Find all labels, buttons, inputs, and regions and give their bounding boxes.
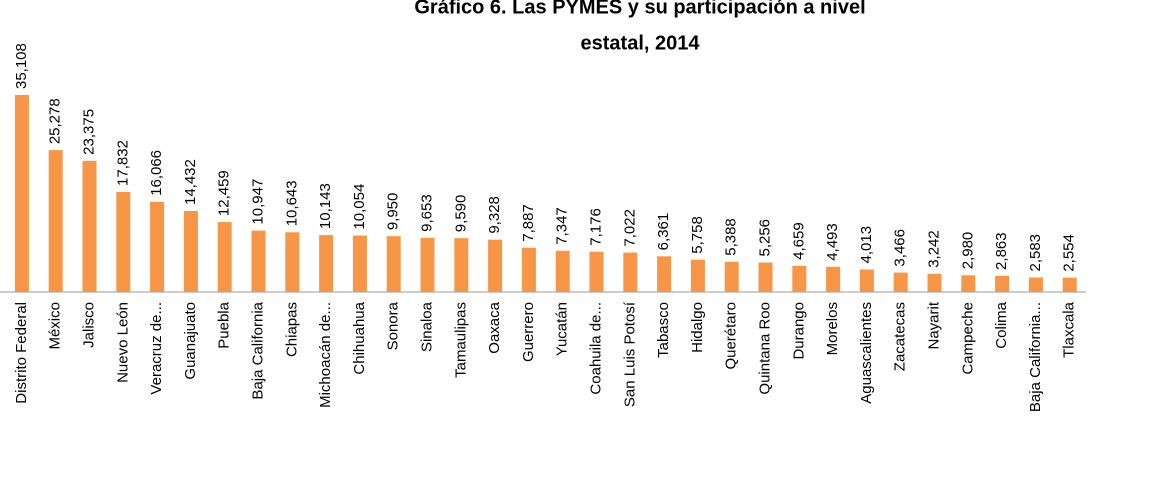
x-tick-label: Nuevo León	[114, 302, 131, 383]
x-tick-label: Chihuahua	[351, 301, 368, 374]
x-tick-label: Veracruz de...	[148, 302, 165, 395]
bar	[724, 261, 739, 292]
bar	[792, 265, 807, 292]
value-label: 10,054	[351, 184, 368, 230]
x-tick-label: Coahuila de...	[587, 302, 604, 395]
bar	[251, 230, 266, 292]
x-tick-label: Sonora	[385, 301, 402, 350]
value-label: 14,432	[182, 159, 199, 205]
value-label: 10,643	[283, 180, 300, 226]
x-tick-label: San Luis Potosí	[621, 301, 638, 407]
value-label: 10,947	[249, 179, 266, 225]
chart-title: Gráfico 6. Las PYMES y su participación …	[414, 0, 865, 18]
x-tick-label: México	[47, 302, 64, 350]
bar	[454, 238, 469, 292]
value-label: 3,466	[892, 229, 909, 267]
bar	[995, 275, 1010, 292]
x-tick-label: Quintana Roo	[756, 302, 773, 395]
x-tick-label: Durango	[790, 302, 807, 360]
x-tick-label: Nayarit	[925, 301, 942, 349]
bar	[352, 235, 367, 292]
bar	[1062, 277, 1077, 292]
value-label: 17,832	[114, 140, 131, 186]
value-label: 9,590	[452, 195, 469, 233]
value-label: 10,143	[317, 183, 334, 229]
bar	[555, 250, 570, 292]
bar	[319, 235, 334, 292]
x-tick-label: Sinaloa	[418, 301, 435, 352]
value-label: 9,328	[486, 196, 503, 234]
x-tick-label: Campeche	[959, 302, 976, 375]
bar	[217, 222, 232, 292]
value-label: 7,347	[554, 207, 571, 245]
value-label: 25,278	[47, 98, 64, 144]
x-tick-label: Hidalgo	[689, 302, 706, 353]
bar	[859, 269, 874, 292]
chart-title: estatal, 2014	[581, 32, 701, 54]
x-tick-label: Querétaro	[723, 302, 740, 370]
bar	[521, 247, 536, 292]
value-label: 7,022	[621, 209, 638, 247]
value-label: 2,554	[1061, 234, 1078, 272]
value-label: 2,980	[959, 232, 976, 270]
bar	[589, 251, 604, 292]
x-tick-label: Yucatán	[554, 302, 571, 356]
value-label: 4,659	[790, 222, 807, 260]
x-tick-label: Zacatecas	[892, 302, 909, 371]
x-tick-label: Tlaxcala	[1061, 301, 1078, 358]
value-label: 3,242	[925, 230, 942, 268]
x-tick-label: Morelos	[824, 302, 841, 355]
bar	[420, 237, 435, 292]
bar	[657, 256, 672, 292]
value-label: 4,013	[858, 226, 875, 264]
bar	[285, 232, 300, 292]
value-label: 6,361	[655, 213, 672, 251]
x-tick-label: Oaxaca	[486, 301, 503, 353]
x-tick-label: Tabasco	[655, 302, 672, 358]
value-label: 9,950	[385, 193, 402, 231]
bar	[48, 150, 63, 292]
bar	[183, 211, 198, 292]
value-label: 4,493	[824, 223, 841, 261]
x-tick-label: Chiapas	[283, 302, 300, 357]
value-label: 2,863	[993, 232, 1010, 270]
bar	[690, 259, 705, 292]
value-label: 2,583	[1027, 234, 1044, 272]
x-tick-label: Baja California...	[1027, 302, 1044, 412]
bar	[150, 201, 165, 292]
x-tick-label: Guerrero	[520, 302, 537, 362]
value-label: 5,388	[723, 218, 740, 256]
x-tick-label: Tamaulipas	[452, 302, 469, 378]
value-label: 9,653	[418, 194, 435, 232]
x-tick-label: Aguascalientes	[858, 302, 875, 404]
bar	[623, 252, 638, 292]
x-tick-label: Colima	[993, 301, 1010, 348]
value-label: 35,108	[13, 43, 30, 89]
bar	[14, 95, 29, 292]
value-label: 5,758	[689, 216, 706, 254]
x-tick-label: Michoacán de...	[317, 302, 334, 408]
value-label: 16,066	[148, 150, 165, 196]
bar	[488, 239, 503, 292]
value-label: 7,176	[587, 208, 604, 246]
value-label: 5,256	[756, 219, 773, 257]
x-tick-label: Baja California	[249, 301, 266, 399]
value-label: 23,375	[80, 109, 97, 155]
x-tick-label: Guanajuato	[182, 302, 199, 380]
bar	[961, 275, 976, 292]
bar	[826, 266, 841, 292]
bar	[927, 273, 942, 292]
bar	[1028, 277, 1043, 292]
bar	[82, 160, 97, 292]
bar	[116, 191, 131, 292]
value-label: 7,887	[520, 204, 537, 242]
bar	[386, 236, 401, 292]
bar	[893, 272, 908, 292]
x-tick-label: Jalisco	[80, 302, 97, 348]
bar	[758, 262, 773, 292]
x-tick-label: Distrito Federal	[13, 302, 30, 404]
value-label: 12,459	[216, 170, 233, 216]
x-tick-label: Puebla	[216, 301, 233, 348]
